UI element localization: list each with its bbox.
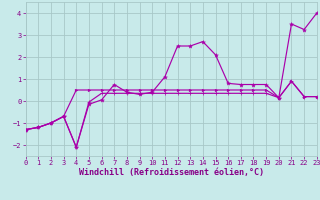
X-axis label: Windchill (Refroidissement éolien,°C): Windchill (Refroidissement éolien,°C) — [79, 168, 264, 177]
